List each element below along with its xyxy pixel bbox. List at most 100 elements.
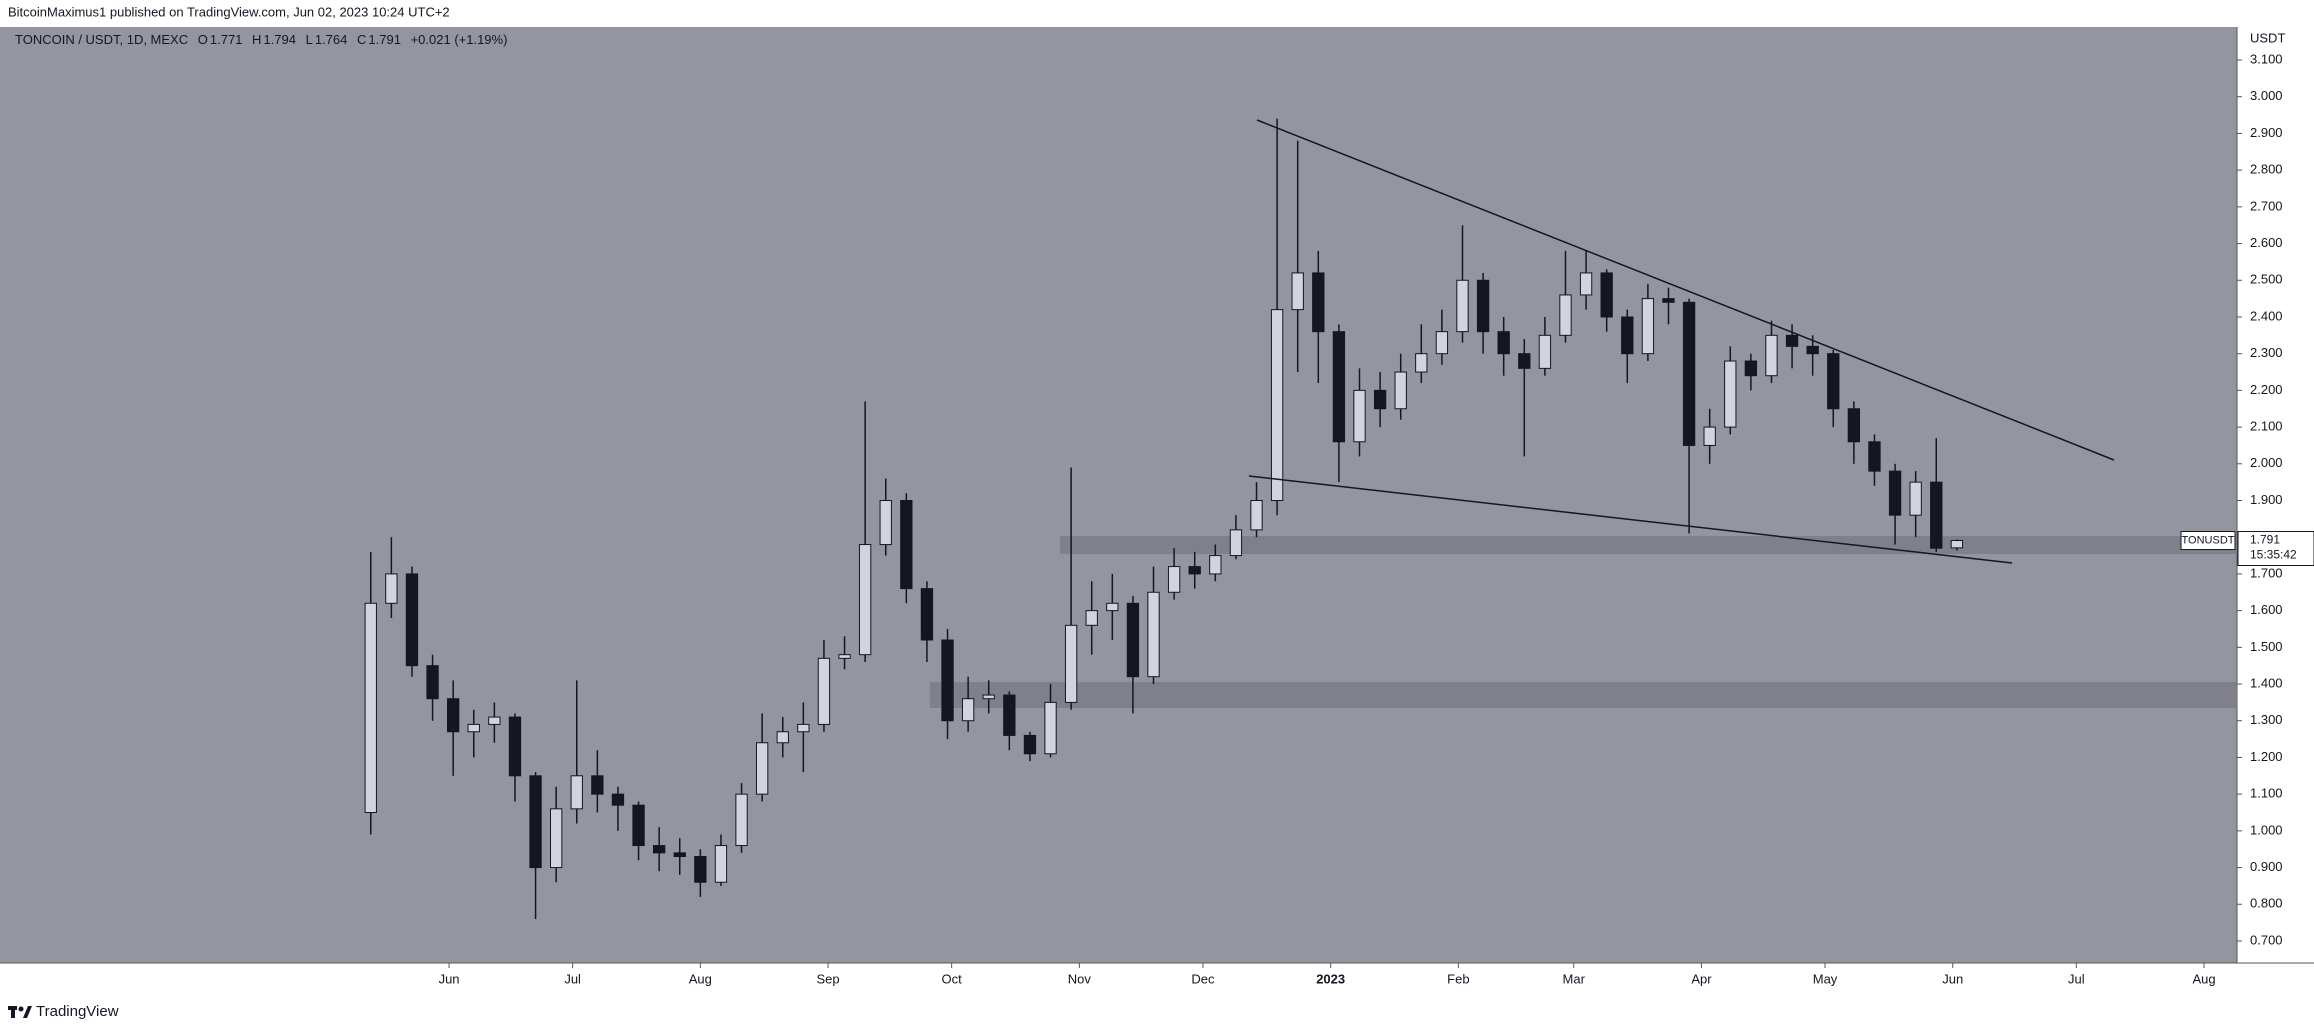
y-tick-label: 2.600 bbox=[2250, 235, 2283, 250]
x-tick-label: Jun bbox=[1942, 971, 1963, 986]
support-zone bbox=[930, 682, 2237, 708]
y-tick-label: 2.800 bbox=[2250, 162, 2283, 177]
candle-body bbox=[1126, 602, 1140, 678]
candle-body bbox=[1394, 371, 1407, 410]
y-tick-label: 2.100 bbox=[2250, 419, 2283, 434]
brand: TradingView bbox=[36, 1003, 119, 1020]
x-tick-label: Sep bbox=[816, 971, 839, 986]
candle-body bbox=[1435, 331, 1449, 355]
candle-body bbox=[1930, 481, 1943, 549]
candle-body bbox=[1064, 624, 1078, 703]
trend-line bbox=[1256, 119, 2115, 461]
candle-body bbox=[1023, 734, 1037, 755]
y-tick-label: 1.600 bbox=[2250, 602, 2283, 617]
candle-body bbox=[1270, 309, 1284, 502]
x-tick-label: Mar bbox=[1563, 971, 1586, 986]
candle-body bbox=[1785, 334, 1799, 347]
candle-body bbox=[673, 852, 686, 858]
candle-body bbox=[632, 804, 645, 847]
y-tick-label: 1.700 bbox=[2250, 565, 2283, 580]
y-axis-label: USDT bbox=[2250, 30, 2285, 45]
y-tick-label: 2.700 bbox=[2250, 198, 2283, 213]
candle-body bbox=[1682, 301, 1696, 446]
brand-logo bbox=[8, 1006, 32, 1018]
y-tick-label: 2.400 bbox=[2250, 308, 2283, 323]
candle-body bbox=[1847, 408, 1861, 443]
candle-body bbox=[1044, 701, 1057, 755]
candle-body bbox=[1353, 389, 1366, 443]
legend-title: TONCOIN / USDT, 1D, MEXC bbox=[15, 32, 188, 47]
candle-body bbox=[838, 654, 851, 659]
x-tick-label: Feb bbox=[1447, 971, 1469, 986]
legend-line: TONCOIN / USDT, 1D, MEXC O 1.771 H 1.794 L… bbox=[15, 32, 507, 47]
candle-body bbox=[1167, 566, 1181, 593]
candle-body bbox=[447, 698, 460, 733]
candle-body bbox=[1600, 272, 1613, 318]
y-tick-label: 1.200 bbox=[2250, 749, 2283, 764]
candle-body bbox=[1415, 353, 1428, 373]
candle-body bbox=[755, 742, 769, 795]
legend-change: +0.021 (+1.19%) bbox=[411, 32, 508, 47]
y-tick-label: 1.500 bbox=[2250, 639, 2283, 654]
candle-body bbox=[1765, 334, 1778, 377]
y-tick-label: 2.900 bbox=[2250, 125, 2283, 140]
candle-body bbox=[797, 723, 810, 733]
candle-body bbox=[920, 588, 934, 641]
candle-body bbox=[1662, 298, 1675, 303]
candle-body bbox=[961, 698, 975, 722]
candle-body bbox=[426, 665, 439, 700]
candle-body bbox=[1188, 566, 1201, 575]
candle-body bbox=[1106, 602, 1119, 612]
y-tick-label: 2.300 bbox=[2250, 345, 2283, 360]
candle-body bbox=[714, 845, 728, 883]
candle-body bbox=[467, 723, 480, 733]
y-tick-label: 3.100 bbox=[2250, 51, 2283, 66]
support-zone bbox=[1060, 536, 2237, 554]
candle-body bbox=[1641, 298, 1655, 355]
x-tick-label: Jul bbox=[2068, 971, 2085, 986]
candle-body bbox=[364, 602, 377, 814]
candle-body bbox=[1456, 279, 1469, 333]
y-tick-label: 1.000 bbox=[2250, 822, 2283, 837]
candles bbox=[364, 118, 1964, 919]
candle-body bbox=[1497, 331, 1510, 355]
candle-body bbox=[652, 845, 666, 854]
candle-body bbox=[1003, 694, 1016, 736]
candle-body bbox=[982, 694, 995, 700]
price-tag: 1.791 bbox=[2250, 533, 2280, 547]
candle-body bbox=[1538, 334, 1552, 369]
candle-body bbox=[1806, 345, 1819, 355]
candle-body bbox=[817, 657, 831, 725]
candle-body bbox=[1147, 591, 1160, 678]
x-tick-label: May bbox=[1813, 971, 1838, 986]
candle-body bbox=[1209, 555, 1222, 575]
candle-body bbox=[611, 793, 625, 806]
x-tick-label: Aug bbox=[2192, 971, 2215, 986]
legend-high: 1.794 bbox=[263, 32, 296, 47]
x-tick-label: Apr bbox=[1691, 971, 1712, 986]
y-tick-label: 1.400 bbox=[2250, 675, 2283, 690]
candle-body bbox=[735, 793, 748, 847]
candle-body bbox=[879, 500, 892, 546]
candle-body bbox=[858, 544, 872, 656]
legend-open: 1.771 bbox=[210, 32, 243, 47]
candle-body bbox=[1291, 272, 1304, 311]
candle-body bbox=[1950, 540, 1964, 549]
y-tick-label: 2.200 bbox=[2250, 382, 2283, 397]
candle-body bbox=[405, 573, 419, 667]
x-tick-label: 2023 bbox=[1316, 971, 1345, 986]
y-tick-label: 0.900 bbox=[2250, 859, 2283, 874]
candle-body bbox=[1312, 272, 1325, 333]
candle-body bbox=[488, 716, 501, 725]
candle-body bbox=[385, 573, 398, 604]
trend-line bbox=[1248, 475, 2013, 564]
legend-key: H bbox=[252, 32, 261, 47]
candle-body bbox=[1250, 500, 1263, 531]
plot-area bbox=[0, 27, 2237, 963]
price-tag-box bbox=[2237, 531, 2314, 567]
y-tick-label: 2.500 bbox=[2250, 272, 2283, 287]
candle-body bbox=[1373, 389, 1387, 410]
y-tick-label: 0.800 bbox=[2250, 896, 2283, 911]
candle-body bbox=[1827, 353, 1840, 410]
